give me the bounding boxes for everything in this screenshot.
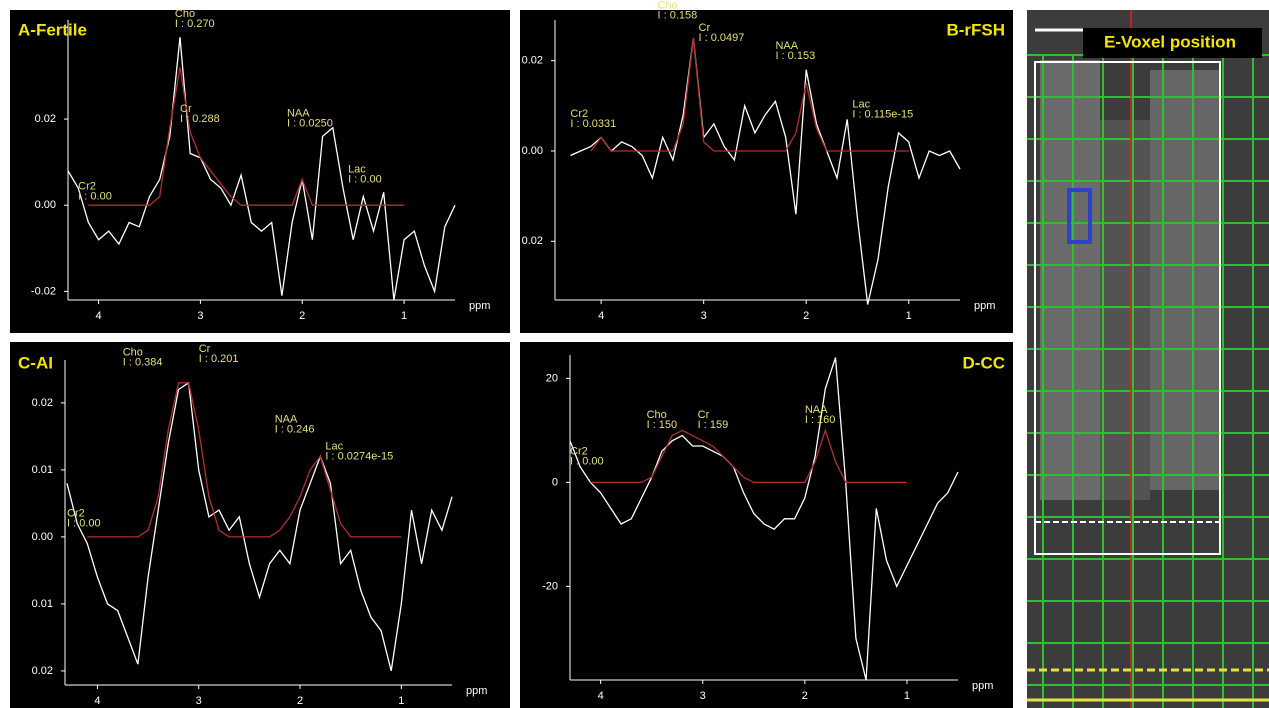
panel-background [520,10,1013,333]
y-tick-label: 0 [552,476,558,488]
peak-integral: I : 0.0331 [570,118,616,130]
y-tick-label: 0.02 [32,665,53,677]
panel-title: A-Fertile [18,20,87,39]
x-tick-label: 4 [598,690,604,702]
x-tick-label: 3 [196,695,202,707]
peak-integral: I : 159 [698,419,729,431]
peak-integral: I : 0.384 [123,357,163,369]
y-tick-label: 0.00 [32,531,53,543]
panel-title: C-AI [18,353,53,372]
x-tick-label: 1 [401,310,407,322]
y-tick-label: -20 [542,580,558,592]
peak-integral: I : 0.115e-15 [852,109,913,121]
x-tick-label: 4 [94,695,100,707]
y-tick-label: 0.00 [522,145,543,157]
panel-background [10,10,510,333]
y-tick-label: 0.02 [35,113,56,125]
peak-integral: I : 160 [805,414,836,426]
peak-integral: I : 0.00 [67,517,101,529]
x-tick-label: 4 [598,310,604,322]
x-tick-label: 3 [700,690,706,702]
y-tick-label: 0.02 [522,55,543,67]
mri-panel [1027,10,1269,708]
peak-integral: I : 0.288 [180,113,220,125]
x-axis-label: ppm [972,680,993,692]
y-tick-label: 20 [546,372,558,384]
x-tick-label: 1 [398,695,404,707]
peak-integral: I : 0.270 [175,18,215,30]
tissue [1100,120,1150,500]
y-tick-label: 0.00 [35,199,56,211]
y-tick-label: 0.02 [522,235,543,247]
peak-integral: I : 0.201 [199,353,239,365]
peak-integral: I : 0.246 [275,424,315,436]
peak-integral: I : 0.0274e-15 [325,450,393,462]
peak-integral: I : 0.0250 [287,117,333,129]
x-tick-label: 1 [904,690,910,702]
x-axis-label: ppm [974,300,995,312]
x-tick-label: 3 [197,310,203,322]
peak-integral: I : 150 [647,419,678,431]
x-tick-label: 2 [299,310,305,322]
peak-integral: I : 0.153 [775,50,815,62]
peak-integral: I : 0.00 [348,173,382,185]
x-tick-label: 2 [803,310,809,322]
y-tick-label: 0.01 [32,464,53,476]
peak-integral: I : 0.00 [570,456,604,468]
peak-integral: I : 0.158 [658,9,698,21]
x-axis-label: ppm [469,300,490,312]
peak-integral: I : 0.0497 [699,32,745,44]
y-tick-label: 0.02 [32,397,53,409]
x-axis-label: ppm [466,685,487,697]
figure: E-Voxel position0.020.00-0.024321ppmChoI… [0,0,1269,708]
tissue [1150,70,1220,490]
panel-title: B-rFSH [946,20,1005,39]
x-tick-label: 4 [95,310,101,322]
x-tick-label: 2 [297,695,303,707]
x-tick-label: 1 [906,310,912,322]
peak-integral: I : 0.00 [78,191,112,203]
y-tick-label: -0.02 [31,285,56,297]
panel-title: D-CC [963,353,1006,372]
panel-title: E-Voxel position [1104,32,1236,51]
x-tick-label: 2 [802,690,808,702]
y-tick-label: 0.01 [32,598,53,610]
x-tick-label: 3 [701,310,707,322]
